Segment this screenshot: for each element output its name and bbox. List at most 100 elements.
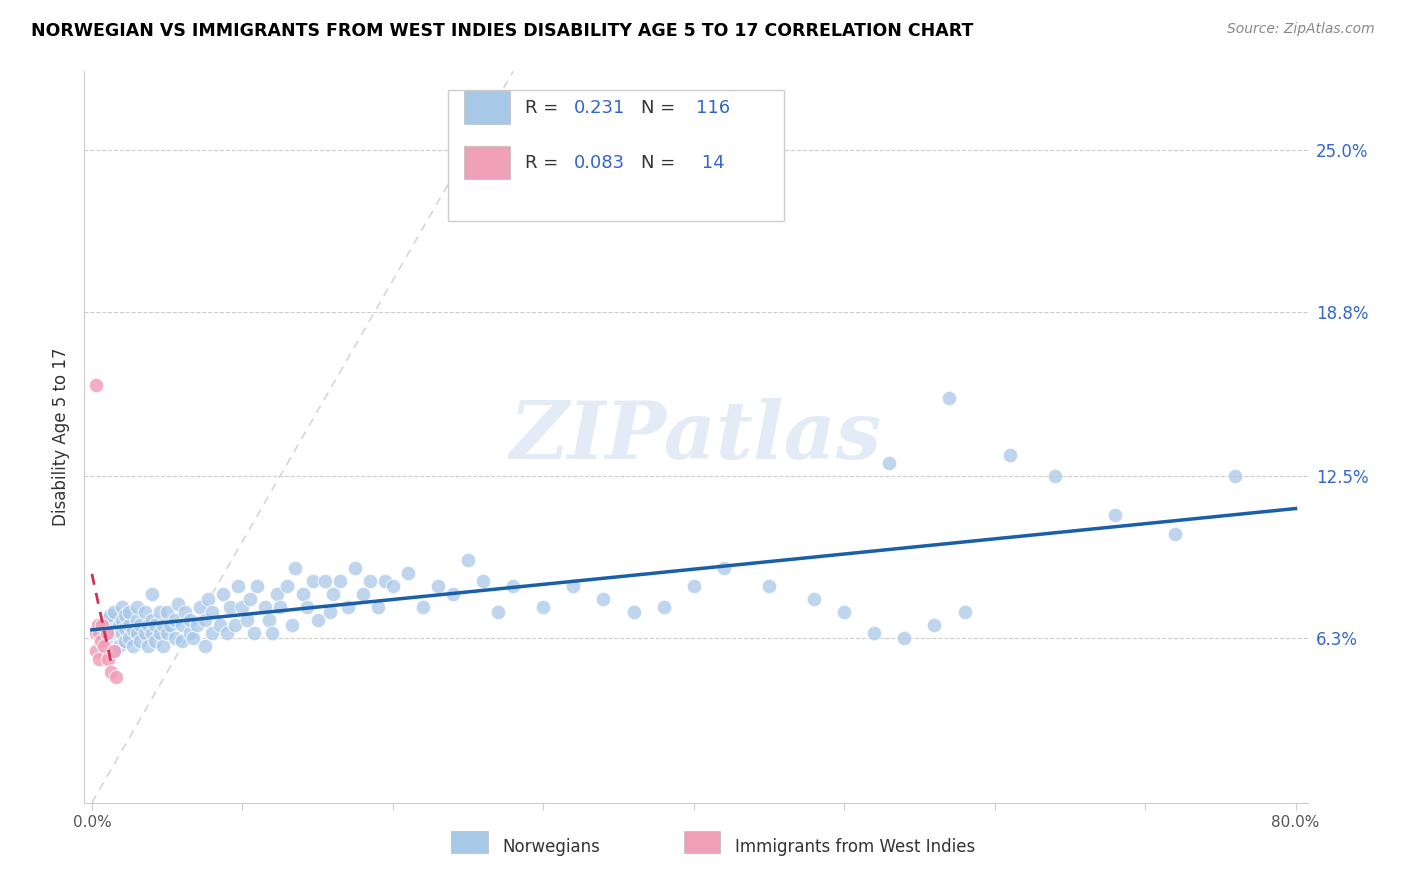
Point [104, 670, 127, 684]
Point [98, 607, 121, 622]
Point [623, 605, 645, 619]
Point [125, 626, 148, 640]
Point [103, 644, 125, 658]
Point [134, 626, 156, 640]
Point [803, 592, 825, 607]
Point [201, 605, 224, 619]
Point [125, 613, 148, 627]
Point [281, 618, 304, 632]
Point [121, 639, 143, 653]
Point [125, 599, 148, 614]
Point [219, 599, 242, 614]
Point [938, 391, 960, 405]
Point [114, 621, 136, 635]
Point [352, 587, 374, 601]
Point [108, 618, 131, 632]
FancyBboxPatch shape [451, 830, 488, 853]
Point [592, 592, 614, 607]
Point [367, 599, 389, 614]
Point [114, 633, 136, 648]
Point [96, 626, 118, 640]
Point [412, 599, 434, 614]
Point [224, 618, 246, 632]
Point [143, 618, 166, 632]
Point [108, 639, 131, 653]
Text: R =: R = [524, 153, 564, 172]
FancyBboxPatch shape [683, 830, 720, 853]
Point [97, 652, 120, 666]
Point [118, 605, 141, 619]
Point [396, 566, 419, 580]
Point [652, 599, 675, 614]
Y-axis label: Disability Age 5 to 17: Disability Age 5 to 17 [52, 348, 70, 526]
Text: 0.083: 0.083 [574, 153, 624, 172]
Point [141, 613, 163, 627]
Point [89, 626, 111, 640]
Text: ZIPatlas: ZIPatlas [510, 399, 882, 475]
Point [863, 626, 886, 640]
Point [502, 579, 524, 593]
Text: R =: R = [524, 99, 564, 117]
Text: Source: ZipAtlas.com: Source: ZipAtlas.com [1227, 22, 1375, 37]
Point [141, 626, 163, 640]
Point [246, 579, 269, 593]
Point [562, 579, 585, 593]
Point [111, 599, 134, 614]
Point [531, 599, 554, 614]
Point [284, 560, 307, 574]
Point [226, 579, 249, 593]
Point [186, 618, 208, 632]
Point [236, 613, 259, 627]
Point [295, 599, 318, 614]
Point [152, 639, 174, 653]
Point [86, 626, 108, 640]
Point [344, 560, 367, 574]
Point [89, 621, 111, 635]
Point [163, 613, 186, 627]
Point [318, 605, 340, 619]
Point [217, 626, 239, 640]
FancyBboxPatch shape [464, 146, 510, 179]
FancyBboxPatch shape [447, 90, 785, 221]
Point [179, 626, 201, 640]
Point [201, 626, 224, 640]
Text: 0.231: 0.231 [574, 99, 626, 117]
Point [211, 587, 233, 601]
Point [243, 626, 266, 640]
Point [103, 624, 125, 638]
Point [1225, 469, 1247, 483]
Point [329, 574, 352, 588]
Point [129, 618, 152, 632]
Point [96, 613, 118, 627]
Point [93, 639, 115, 653]
Point [266, 587, 288, 601]
Point [194, 613, 217, 627]
Point [118, 632, 141, 646]
Point [174, 605, 197, 619]
Text: N =: N = [641, 153, 681, 172]
Point [136, 639, 159, 653]
Point [136, 618, 159, 632]
Point [91, 618, 114, 632]
Point [156, 626, 179, 640]
Text: N =: N = [641, 99, 681, 117]
Point [1043, 469, 1066, 483]
Point [87, 618, 110, 632]
Point [374, 574, 396, 588]
Point [159, 618, 181, 632]
FancyBboxPatch shape [464, 92, 510, 124]
Point [129, 633, 152, 648]
Point [924, 618, 946, 632]
Point [188, 599, 211, 614]
Point [166, 597, 188, 611]
Point [103, 605, 125, 619]
Point [208, 618, 231, 632]
Point [149, 626, 172, 640]
Point [90, 633, 112, 648]
Point [262, 626, 284, 640]
Point [336, 599, 359, 614]
Point [879, 456, 901, 470]
Point [322, 587, 344, 601]
Point [1164, 526, 1187, 541]
Point [314, 574, 336, 588]
